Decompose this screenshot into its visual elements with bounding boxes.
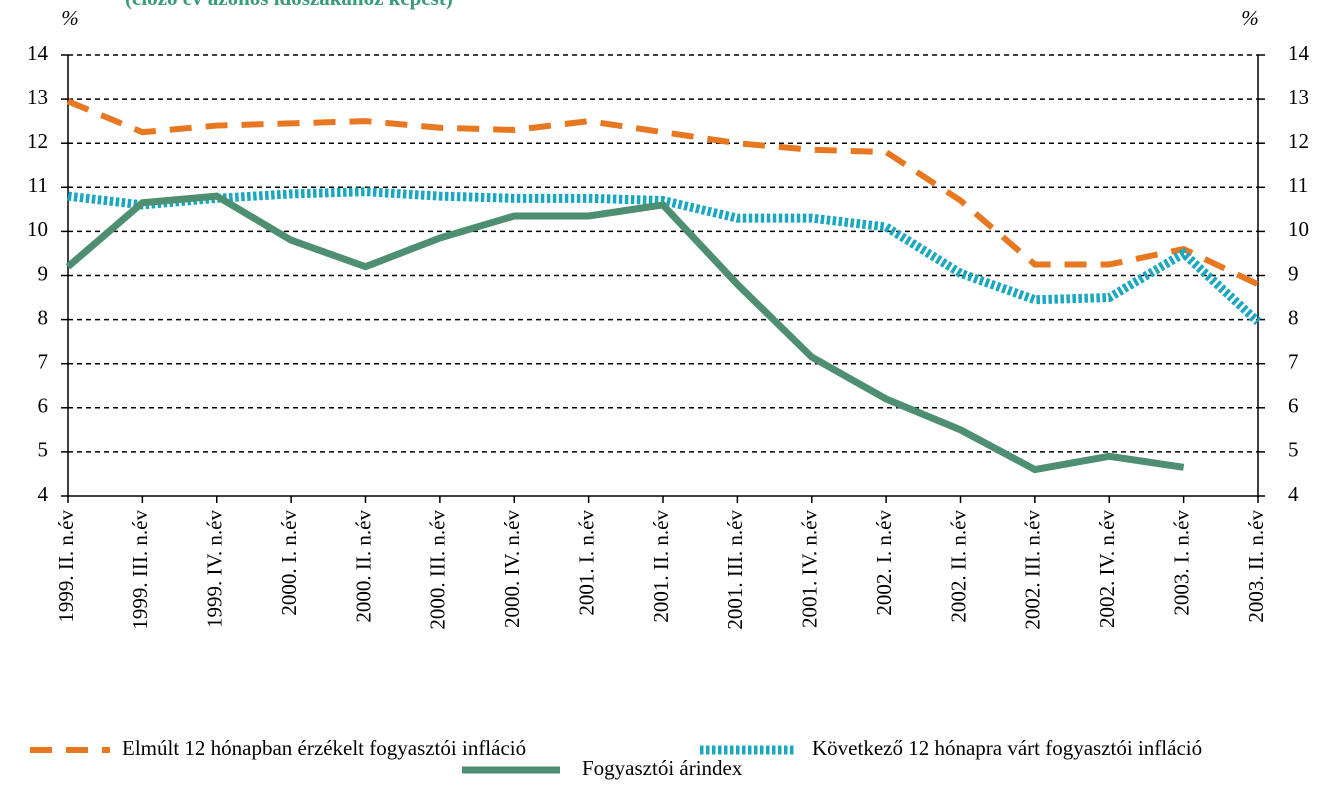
y2-tick-label: 12 [1288,129,1309,153]
legend-label: Elmúlt 12 hónapban érzékelt fogyasztói i… [122,736,526,760]
x-tick-label: 2003. II. n.év [1244,510,1268,623]
x-tick-label: 2002. II. n.év [946,510,970,623]
series-line [67,187,1262,326]
y2-tick-label: 8 [1288,305,1299,329]
x-tick-label: 2000. I. n.év [277,510,301,616]
x-tick-label: 2002. I. n.év [872,510,896,616]
x-tick-label: 2003. I. n.év [1169,510,1193,616]
y2-tick-label: 4 [1288,482,1299,506]
y-tick-label: 5 [38,438,49,462]
y-tick-label: 14 [27,41,49,65]
y-tick-label: 7 [38,350,49,374]
chart-subtitle: (előző év azonos időszakához képest) [125,0,453,10]
x-tick-label: 2000. II. n.év [351,510,375,623]
y2-tick-label: 5 [1288,438,1299,462]
y-tick-label: 9 [38,261,49,285]
y2-tick-label: 9 [1288,261,1299,285]
legend-label: Fogyasztói árindex [582,756,743,780]
x-tick-label: 2001. III. n.év [723,510,747,630]
x-tick-label: 2000. IV. n.év [500,510,524,629]
y2-tick-label: 11 [1288,173,1308,197]
y-tick-label: 10 [27,217,48,241]
y2-tick-label: 13 [1288,85,1309,109]
legend-label: Következő 12 hónapra várt fogyasztói inf… [812,736,1202,760]
y2-tick-label: 10 [1288,217,1309,241]
y-tick-label: 6 [38,394,49,418]
series-line [65,192,1185,474]
x-tick-label: 2000. III. n.év [426,510,450,630]
y-axis-label: % [61,6,79,30]
x-tick-label: 1999. II. n.év [54,510,78,623]
y2-axis-label: % [1241,6,1259,30]
y-tick-label: 13 [27,85,48,109]
x-tick-label: 2001. II. n.év [649,510,673,623]
x-tick-label: 1999. III. n.év [128,510,152,630]
y-tick-label: 12 [27,129,48,153]
y-tick-label: 8 [38,305,49,329]
y-tick-label: 11 [28,173,48,197]
x-tick-label: 2002. IV. n.év [1095,510,1119,629]
y2-tick-label: 7 [1288,350,1299,374]
x-tick-label: 1999. IV. n.év [203,510,227,629]
y-tick-label: 4 [38,482,49,506]
x-tick-label: 2002. III. n.év [1021,510,1045,630]
x-tick-label: 2001. IV. n.év [798,510,822,629]
y2-tick-label: 6 [1288,394,1299,418]
x-tick-label: 2001. I. n.év [574,510,598,616]
y2-tick-label: 14 [1288,41,1310,65]
series-line [66,98,1260,288]
